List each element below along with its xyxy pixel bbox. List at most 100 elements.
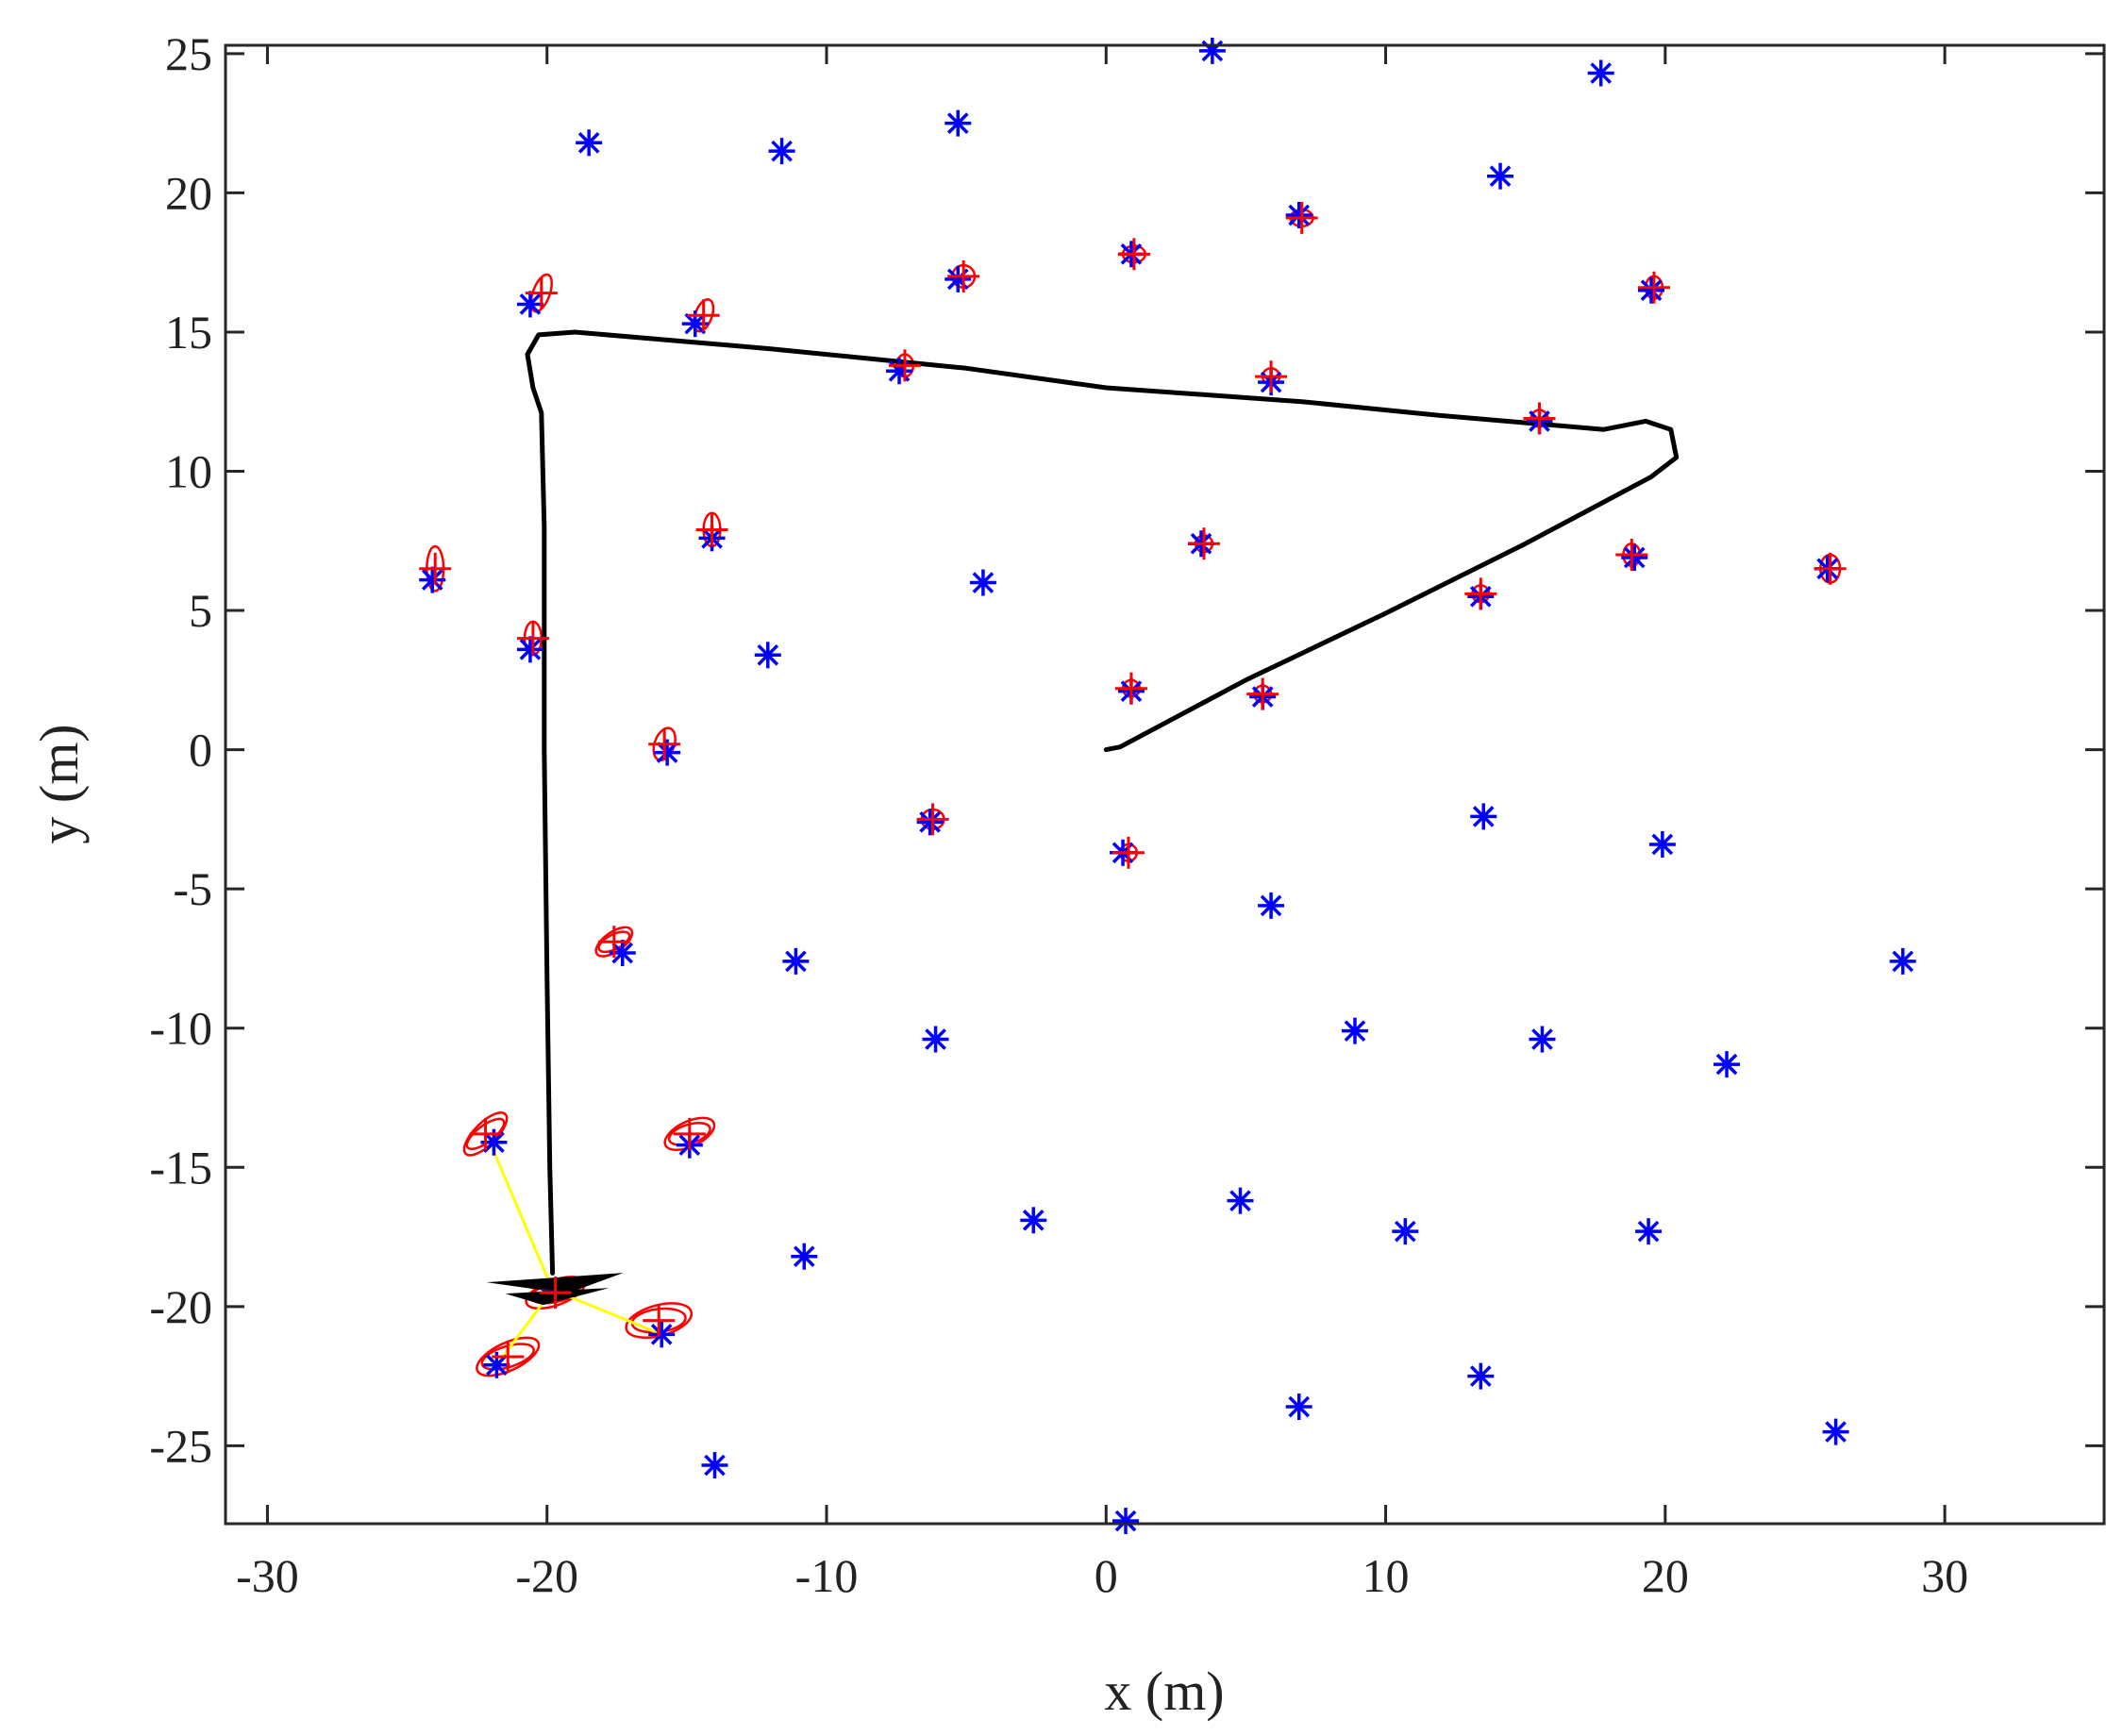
true-landmark	[1198, 37, 1226, 64]
y-tick-label: -20	[149, 1280, 212, 1333]
y-tick-label: -5	[173, 862, 212, 915]
true-landmark	[480, 1128, 508, 1156]
y-tick-label: 25	[165, 27, 212, 80]
true-landmark	[922, 1026, 949, 1053]
estimated-landmark	[492, 1340, 525, 1373]
y-tick-label: 0	[189, 724, 212, 776]
estimated-landmark	[516, 622, 549, 655]
true-landmark	[701, 1452, 728, 1479]
estimated-landmark	[1285, 201, 1318, 234]
estimated-landmark	[1117, 238, 1150, 271]
x-tick-label: 30	[1921, 1549, 1968, 1602]
true-landmark	[1285, 202, 1312, 229]
true-landmark	[886, 358, 913, 385]
estimated-landmark	[648, 727, 681, 760]
true-landmark	[1227, 1187, 1254, 1214]
estimated-landmark	[947, 259, 980, 292]
true-landmark	[609, 940, 636, 967]
true-landmark	[1467, 1362, 1495, 1390]
estimated-landmark	[525, 276, 558, 309]
uncertainty-ellipse	[529, 273, 553, 313]
estimated-landmark	[469, 1117, 502, 1150]
true-landmark	[1392, 1218, 1419, 1245]
estimated-landmark	[695, 513, 728, 546]
y-tick-label: -10	[149, 1002, 212, 1055]
y-tick-label: -15	[149, 1141, 212, 1194]
y-tick-label: 20	[165, 166, 212, 219]
true-landmark	[1470, 803, 1497, 830]
estimated-landmark	[1114, 672, 1147, 705]
x-axis-label: x (m)	[1104, 1661, 1224, 1722]
estimated-landmark	[597, 926, 630, 959]
observation-line	[490, 1144, 555, 1291]
y-tick-label: -25	[149, 1419, 212, 1472]
true-landmark	[944, 109, 972, 137]
true-landmark	[681, 310, 709, 338]
true-landmark	[1112, 1508, 1140, 1535]
true-landmark	[516, 636, 543, 663]
estimated-landmark	[1637, 271, 1670, 304]
y-tick-label: 5	[189, 584, 212, 637]
true-landmark	[1487, 162, 1514, 190]
x-tick-label: -10	[795, 1549, 859, 1602]
true-landmark	[1713, 1051, 1741, 1078]
true-landmark	[516, 291, 543, 318]
y-tick-label: 10	[165, 445, 212, 498]
true-landmark	[782, 947, 810, 975]
estimated-landmark	[539, 1277, 572, 1310]
true-landmark	[1341, 1017, 1368, 1044]
true-landmark	[944, 265, 972, 292]
true-landmark	[1638, 276, 1665, 304]
true-landmark	[754, 642, 781, 669]
true-landmark	[1529, 1026, 1556, 1053]
x-tick-label: -30	[236, 1549, 299, 1602]
estimated-landmark	[1615, 539, 1648, 572]
true-landmark	[1285, 1394, 1312, 1421]
axes-box	[224, 43, 2106, 1526]
true-landmark	[1621, 543, 1648, 571]
estimated-landmark	[1187, 527, 1220, 560]
robot-particle	[505, 1288, 610, 1306]
x-tick-label: 0	[1095, 1549, 1118, 1602]
estimated-landmark	[673, 1117, 706, 1150]
estimated-landmark	[419, 552, 452, 585]
uncertainty-ellipse	[476, 1336, 541, 1377]
true-landmark	[1635, 1218, 1663, 1245]
estimated-landmark	[1255, 360, 1288, 393]
true-landmark	[419, 566, 446, 593]
x-tick-label: -20	[515, 1549, 578, 1602]
true-landmark	[969, 569, 996, 596]
y-axis-label: y (m)	[28, 724, 90, 843]
true-landmark	[1648, 830, 1676, 858]
plot-area	[226, 45, 2104, 1524]
true-landmark	[1822, 1418, 1849, 1445]
estimated-landmark	[1464, 577, 1497, 610]
true-landmark	[916, 809, 944, 836]
tick-marks	[226, 45, 2104, 1524]
estimated-landmark	[1112, 836, 1145, 869]
trajectory-layer	[525, 329, 1680, 1276]
uncertainty-ellipse-inner	[480, 1343, 535, 1371]
x-tick-label: 20	[1642, 1549, 1689, 1602]
true-landmark	[1889, 947, 1916, 975]
estimated-landmark	[916, 803, 949, 836]
robot-trajectory	[525, 329, 1680, 1276]
true-landmark	[791, 1243, 818, 1270]
true-landmark	[483, 1351, 510, 1378]
estimated-landmark	[1814, 552, 1847, 585]
true-landmark	[1020, 1207, 1047, 1234]
estimated-landmark	[1246, 677, 1279, 710]
estimated-landmark	[643, 1304, 676, 1337]
true-landmark	[768, 138, 795, 165]
x-tick-label: 10	[1362, 1549, 1410, 1602]
y-tick-label: 15	[165, 306, 212, 359]
true-landmark	[1587, 59, 1614, 87]
tick-labels: -30 -20 -10 0 10 20 30 -25 -20 -15 -10 -5 0 5 10 15 20 25	[149, 27, 1968, 1602]
true-landmark	[648, 1321, 676, 1348]
estimated-landmark	[888, 349, 921, 382]
true-landmark	[1258, 892, 1285, 919]
estimated-landmark	[1523, 402, 1556, 435]
true-landmark	[576, 129, 603, 157]
estimated-landmark-markers	[419, 201, 1847, 1373]
